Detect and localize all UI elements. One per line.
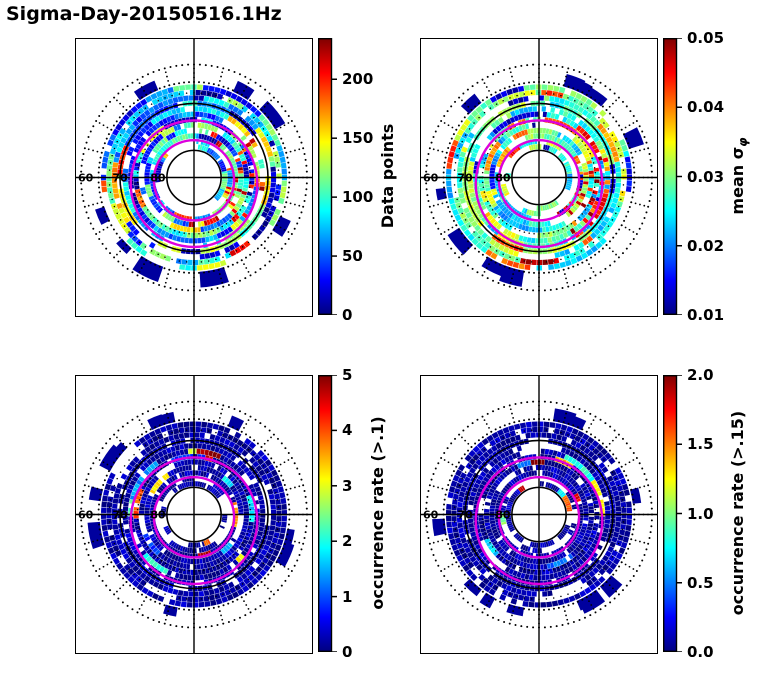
colorbar-tick-label: 100 [342,188,374,207]
colorbar-tick-label: 5 [342,366,353,384]
colorbar-label-text: occurrence rate (>.1) [367,416,387,610]
polar-plot-mean-sigma-phi [420,38,658,317]
figure-title: Sigma-Day-20150516.1Hz [6,3,282,25]
polar-plot-occurrence-rate-01 [75,375,313,654]
colorbar-label-occurrence-rate-01: occurrence rate (>.1) [368,416,390,609]
colorbar-canvas-occurrence-rate-01 [318,375,338,652]
colorbar-tick-label: 0 [342,306,353,324]
colorbar-tick-label: 0 [342,643,353,661]
colorbar-occurrence-rate-015: 0.0 0.5 1.0 1.5 2.0 [663,366,733,661]
polar-plot-canvas-mean-sigma-phi [421,39,657,316]
polar-plot-canvas-occurrence-rate-01 [76,376,312,653]
colorbar-label-text: Data points [377,123,397,229]
colorbar-label-mean-sigma-phi: mean σφ [728,137,750,214]
colorbar-canvas-data-points [318,38,338,315]
colorbar-tick-label: 3 [342,476,353,495]
colorbar-tick-label: 2.0 [687,366,714,384]
colorbar-tick-label: 0.05 [687,29,725,47]
colorbar-mean-sigma-phi: 0.01 0.02 0.03 0.04 0.05 [663,29,733,324]
colorbar-tick-label: 0.02 [687,236,725,255]
colorbar-tick-label: 0.01 [687,306,725,324]
colorbar-tick-label: 0.04 [687,98,725,117]
colorbar-canvas-occurrence-rate-015 [663,375,683,652]
polar-plot-canvas-data-points [76,39,312,316]
colorbar-tick-label: 1 [342,587,353,606]
colorbar-data-points: 0 50 100 150 200 [318,38,388,324]
colorbar-label-occurrence-rate-015: occurrence rate (>.15) [728,411,750,615]
colorbar-tick-label: 0.03 [687,167,725,186]
colorbar-tick-label: 4 [342,421,353,440]
colorbar-tick-label: 1.0 [687,504,714,523]
colorbar-label-data-points: Data points [378,124,400,229]
polar-plot-data-points [75,38,313,317]
colorbar-tick-label: 2 [342,532,353,551]
colorbar-tick-label: 150 [342,129,374,148]
colorbar-occurrence-rate-01: 0 1 2 3 4 5 [318,366,388,661]
colorbar-tick-label: 50 [342,247,363,266]
colorbar-label-subscript: φ [736,137,751,147]
colorbar-tick-label: 0.0 [687,643,714,661]
colorbar-tick-label: 200 [342,70,374,89]
polar-plot-occurrence-rate-015 [420,375,658,654]
colorbar-label-text: mean σ [727,146,747,215]
colorbar-canvas-mean-sigma-phi [663,38,683,315]
colorbar-tick-label: 0.5 [687,573,714,592]
colorbar-label-text: occurrence rate (>.15) [727,410,747,616]
colorbar-tick-label: 1.5 [687,435,714,454]
polar-plot-canvas-occurrence-rate-015 [421,376,657,653]
